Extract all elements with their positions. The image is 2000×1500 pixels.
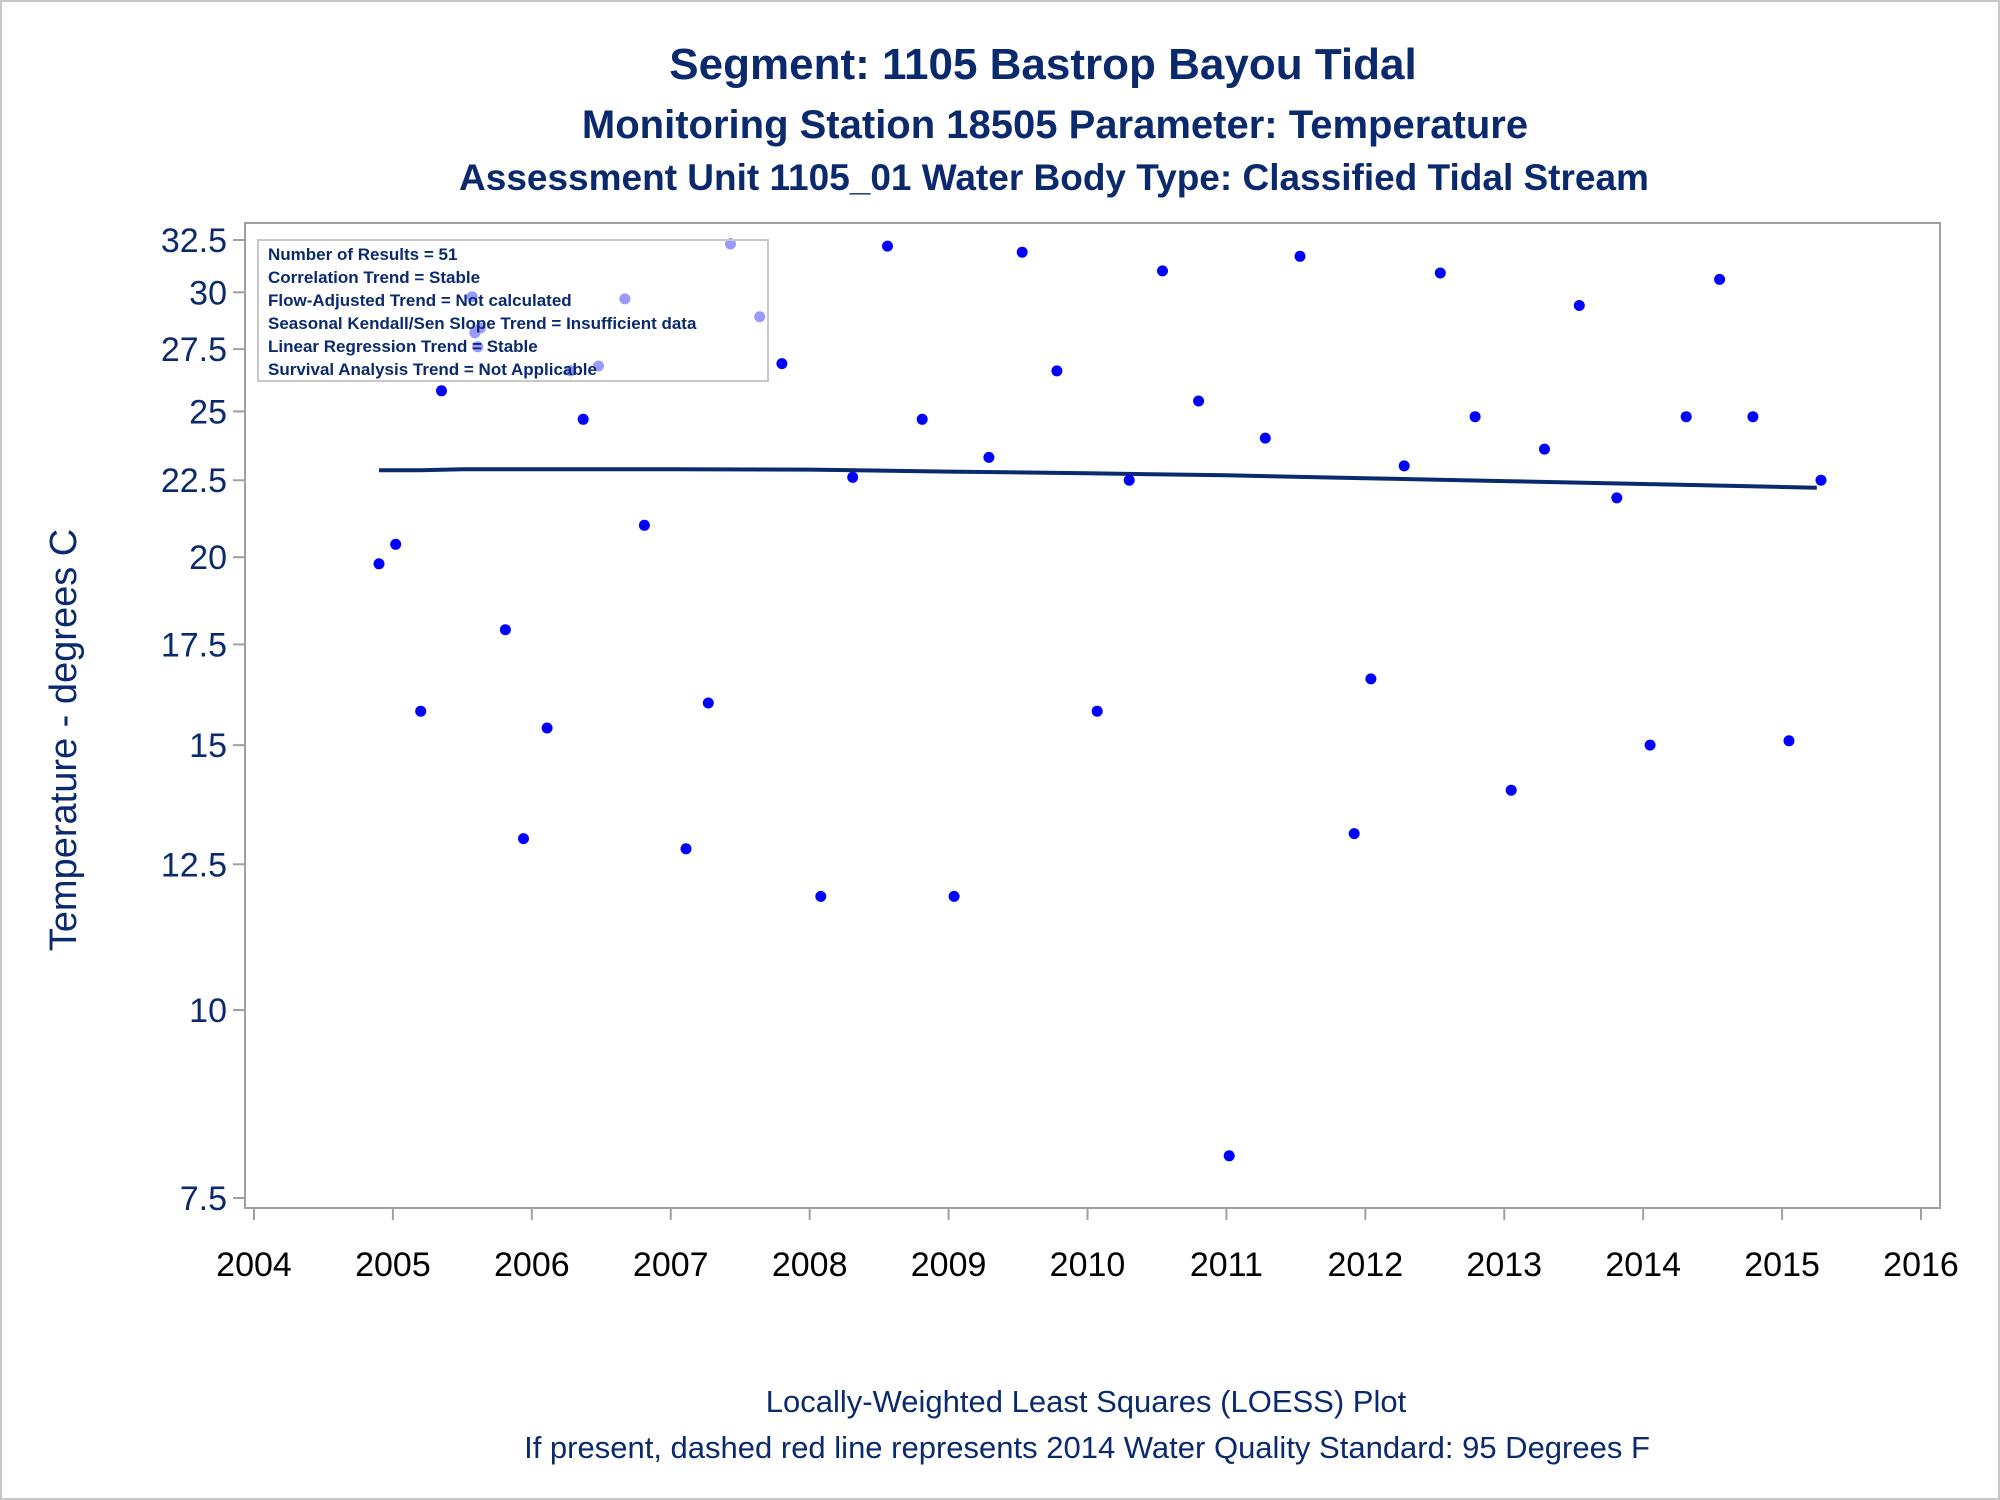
- data-point: [1348, 828, 1360, 840]
- y-tick-label: 25: [189, 393, 227, 431]
- data-point: [1123, 474, 1135, 486]
- y-axis-label: Temperature - degrees C: [43, 529, 85, 951]
- x-tick-label: 2014: [1605, 1246, 1681, 1284]
- data-point: [847, 471, 859, 483]
- data-point: [1091, 705, 1103, 717]
- stats-line: Number of Results = 51: [268, 245, 457, 264]
- footnote-line-1: Locally-Weighted Least Squares (LOESS) P…: [766, 1384, 1407, 1419]
- stats-line: Survival Analysis Trend = Not Applicable: [268, 360, 597, 379]
- data-point: [1365, 673, 1377, 685]
- data-point: [577, 413, 589, 425]
- stats-line: Linear Regression Trend = Stable: [268, 337, 538, 356]
- data-point: [1157, 265, 1168, 277]
- data-point: [1294, 250, 1306, 262]
- x-axis: 2004 2005 2006 2007 2008 2009 2010 2011 2012 2013…: [216, 1208, 1959, 1284]
- x-tick-label: 2007: [633, 1246, 709, 1284]
- y-tick-label: 22.5: [161, 462, 227, 500]
- data-point: [1193, 395, 1205, 407]
- x-tick-label: 2015: [1744, 1246, 1820, 1284]
- stats-lines: Number of Results = 51 Correlation Trend …: [268, 245, 697, 379]
- data-point: [1815, 474, 1827, 486]
- x-tick-label: 2005: [355, 1246, 431, 1284]
- data-point: [983, 451, 995, 463]
- x-tick-label: 2004: [216, 1246, 292, 1284]
- data-point: [882, 240, 893, 252]
- data-point: [373, 558, 385, 570]
- data-point: [415, 705, 427, 717]
- y-tick-label: 27.5: [161, 331, 227, 369]
- data-point: [1747, 411, 1759, 423]
- data-point: [1469, 411, 1481, 423]
- stats-line: Flow-Adjusted Trend = Not calculated: [268, 291, 572, 310]
- chart-title-line-2: Monitoring Station 18505 Parameter: Temp…: [582, 103, 1528, 147]
- data-point: [390, 538, 402, 550]
- y-tick-label: 7.5: [180, 1180, 227, 1218]
- data-point: [1051, 365, 1063, 377]
- y-axis: 7.5 10 12.5 15 17.5 20 22.5 25 27.5 30 32.5: [161, 222, 245, 1218]
- x-tick-label: 2006: [494, 1246, 570, 1284]
- y-tick-label: 17.5: [161, 626, 227, 664]
- plot-area: [244, 222, 1941, 1209]
- chart-title-line-3: Assessment Unit 1105_01 Water Body Type:…: [459, 157, 1649, 198]
- x-tick-label: 2011: [1190, 1246, 1263, 1284]
- data-point: [948, 890, 960, 902]
- data-point: [1680, 411, 1692, 423]
- data-point: [680, 843, 692, 855]
- data-point: [1714, 273, 1726, 285]
- data-point: [1539, 443, 1550, 455]
- data-point: [1398, 460, 1410, 472]
- data-point: [1644, 739, 1656, 751]
- y-tick-label: 30: [189, 274, 227, 312]
- x-tick-label: 2013: [1466, 1246, 1542, 1284]
- y-tick-label: 15: [189, 727, 227, 765]
- data-point: [1611, 492, 1623, 504]
- data-point: [638, 519, 650, 531]
- x-tick-label: 2016: [1883, 1246, 1959, 1284]
- data-point: [1573, 300, 1585, 311]
- data-point: [499, 624, 511, 636]
- chart-title-line-1: Segment: 1105 Bastrop Bayou Tidal: [669, 40, 1416, 89]
- loess-line: [379, 467, 1817, 490]
- footnote-line-2: If present, dashed red line represents 2…: [524, 1430, 1650, 1465]
- x-tick-label: 2010: [1050, 1246, 1126, 1284]
- data-point: [1259, 432, 1271, 444]
- data-point: [702, 697, 714, 709]
- x-tick-label: 2008: [772, 1246, 848, 1284]
- data-point: [776, 358, 788, 370]
- y-tick-label: 32.5: [161, 222, 227, 260]
- data-point: [815, 890, 827, 902]
- data-point: [436, 385, 447, 397]
- x-tick-label: 2009: [911, 1246, 987, 1284]
- data-point: [1434, 267, 1446, 279]
- stats-line: Correlation Trend = Stable: [268, 268, 480, 287]
- data-point: [1505, 784, 1517, 796]
- y-tick-label: 10: [189, 992, 227, 1030]
- stats-box: [257, 239, 769, 382]
- data-point: [518, 833, 529, 845]
- data-point: [541, 722, 553, 734]
- series-layer: [373, 238, 1827, 1162]
- data-point: [916, 413, 928, 425]
- data-point: [1223, 1150, 1235, 1162]
- y-tick-label: 20: [189, 539, 227, 577]
- stats-line: Seasonal Kendall/Sen Slope Trend = Insuf…: [268, 314, 697, 333]
- data-point: [1016, 246, 1028, 258]
- data-point: [1783, 735, 1795, 747]
- x-tick-label: 2012: [1328, 1246, 1404, 1284]
- y-tick-label: 12.5: [161, 846, 227, 884]
